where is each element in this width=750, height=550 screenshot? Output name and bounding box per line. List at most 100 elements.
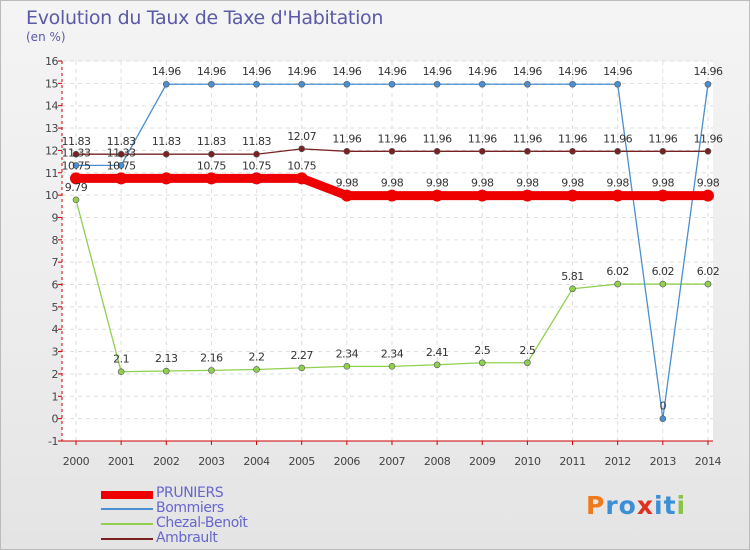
data-label-chezal-benoit: 6.02 — [697, 265, 720, 278]
data-point-ambrault — [343, 148, 351, 155]
data-label-chezal-benoit: 2.27 — [290, 349, 313, 362]
data-point-ambrault — [524, 148, 531, 155]
data-point-bommiers — [162, 80, 170, 88]
x-tick-label: 2004 — [243, 455, 270, 468]
data-label-bommiers: 14.96 — [603, 65, 632, 78]
data-point-bommiers — [524, 80, 531, 88]
y-tick-label: -1 — [48, 435, 58, 448]
data-label-ambrault: 11.96 — [693, 132, 722, 145]
legend-swatch-chezal-benoit — [101, 523, 153, 525]
x-tick-label: 2012 — [604, 455, 630, 468]
data-label-ambrault: 11.83 — [107, 135, 136, 148]
data-point-ambrault — [72, 150, 80, 158]
grid — [62, 60, 713, 442]
y-tick-label: 6 — [52, 279, 59, 292]
data-label-pruniers: 10.75 — [107, 159, 136, 172]
data-point-chezal-benoit — [162, 367, 170, 375]
y-tick-label: 5 — [52, 301, 59, 314]
data-label-pruniers: 9.98 — [697, 177, 720, 190]
data-point-chezal-benoit — [659, 280, 667, 288]
data-label-pruniers: 10.75 — [197, 159, 226, 172]
x-tick-label: 2011 — [559, 455, 585, 468]
x-tick-label: 2000 — [63, 455, 90, 468]
data-label-pruniers: 9.98 — [652, 177, 675, 190]
x-tick-label: 2003 — [198, 455, 225, 468]
data-label-ambrault: 11.83 — [62, 135, 91, 148]
data-point-chezal-benoit — [614, 280, 621, 288]
data-label-bommiers: 14.96 — [468, 65, 497, 78]
data-label-pruniers: 9.98 — [516, 177, 539, 190]
data-point-pruniers — [340, 189, 353, 202]
data-label-ambrault: 11.96 — [423, 132, 452, 145]
data-point-chezal-benoit — [208, 367, 215, 374]
data-label-ambrault: 11.83 — [197, 135, 226, 148]
data-point-ambrault — [704, 148, 712, 155]
data-label-ambrault: 11.96 — [648, 132, 677, 145]
data-point-pruniers — [205, 172, 218, 185]
series — [70, 80, 714, 422]
data-label-bommiers: 14.96 — [423, 65, 452, 78]
legend-label-ambrault: Ambrault — [156, 530, 218, 546]
legend-label-pruniers: PRUNIERS — [156, 485, 224, 501]
data-point-bommiers — [704, 80, 712, 88]
data-label-ambrault: 11.83 — [242, 135, 271, 148]
data-label-pruniers: 10.75 — [62, 159, 91, 172]
data-label-chezal-benoit: 6.02 — [652, 265, 675, 278]
data-point-bommiers — [72, 162, 80, 169]
x-tick-label: 2005 — [288, 455, 315, 468]
data-label-chezal-benoit: 2.34 — [336, 347, 359, 360]
data-point-chezal-benoit — [388, 363, 396, 370]
data-point-bommiers — [253, 80, 260, 88]
data-label-chezal-benoit: 2.5 — [474, 344, 490, 357]
data-point-pruniers — [701, 189, 714, 202]
data-point-pruniers — [70, 172, 82, 185]
data-point-bommiers — [388, 80, 396, 88]
data-point-bommiers — [117, 162, 125, 169]
data-point-bommiers — [208, 80, 215, 88]
data-point-pruniers — [115, 172, 128, 185]
data-label-bommiers: 14.96 — [332, 65, 361, 78]
data-point-bommiers — [614, 80, 621, 88]
data-point-bommiers — [569, 80, 576, 88]
y-tick-label: 16 — [45, 55, 58, 68]
data-point-ambrault — [388, 148, 396, 155]
data-point-bommiers — [433, 80, 441, 88]
legend-label-chezal-benoit: Chezal-Benoît — [156, 515, 248, 531]
data-point-bommiers — [659, 415, 667, 422]
data-label-ambrault: 11.96 — [332, 132, 361, 145]
y-tick-label: 12 — [45, 144, 58, 157]
data-label-bommiers: 14.96 — [377, 65, 406, 78]
y-tick-label: 9 — [52, 211, 59, 224]
data-label-bommiers: 14.96 — [152, 65, 181, 78]
data-label-ambrault: 11.96 — [513, 132, 542, 145]
y-tick-label: 14 — [45, 100, 58, 113]
data-label-chezal-benoit: 2.1 — [113, 353, 129, 366]
data-point-ambrault — [253, 150, 260, 158]
data-point-chezal-benoit — [569, 285, 576, 293]
data-label-bommiers: 14.96 — [242, 65, 271, 78]
data-label-ambrault: 11.96 — [603, 132, 632, 145]
y-tick-label: 8 — [52, 234, 59, 247]
x-tick-label: 2014 — [695, 455, 722, 468]
data-label-chezal-benoit: 2.5 — [519, 344, 535, 357]
data-point-pruniers — [250, 172, 263, 185]
data-point-ambrault — [478, 148, 486, 155]
x-tick-label: 2002 — [153, 455, 179, 468]
data-label-bommiers: 14.96 — [287, 65, 316, 78]
y-tick-label: 7 — [52, 256, 59, 269]
data-point-pruniers — [521, 189, 534, 202]
data-label-bommiers: 14.96 — [558, 65, 587, 78]
data-point-ambrault — [117, 150, 125, 158]
data-label-pruniers: 9.98 — [471, 177, 494, 190]
data-point-chezal-benoit — [433, 361, 441, 369]
x-tick-label: 2007 — [379, 455, 406, 468]
logo-letter: o — [618, 491, 637, 520]
y-tick-label: 11 — [45, 167, 58, 180]
proxiti-logo: Proxiti — [586, 491, 686, 520]
data-point-chezal-benoit — [343, 363, 351, 370]
legend-swatch-ambrault — [101, 538, 153, 540]
data-label-ambrault: 12.07 — [287, 130, 316, 143]
data-point-bommiers — [478, 80, 486, 88]
legend-swatch-pruniers — [101, 491, 153, 499]
